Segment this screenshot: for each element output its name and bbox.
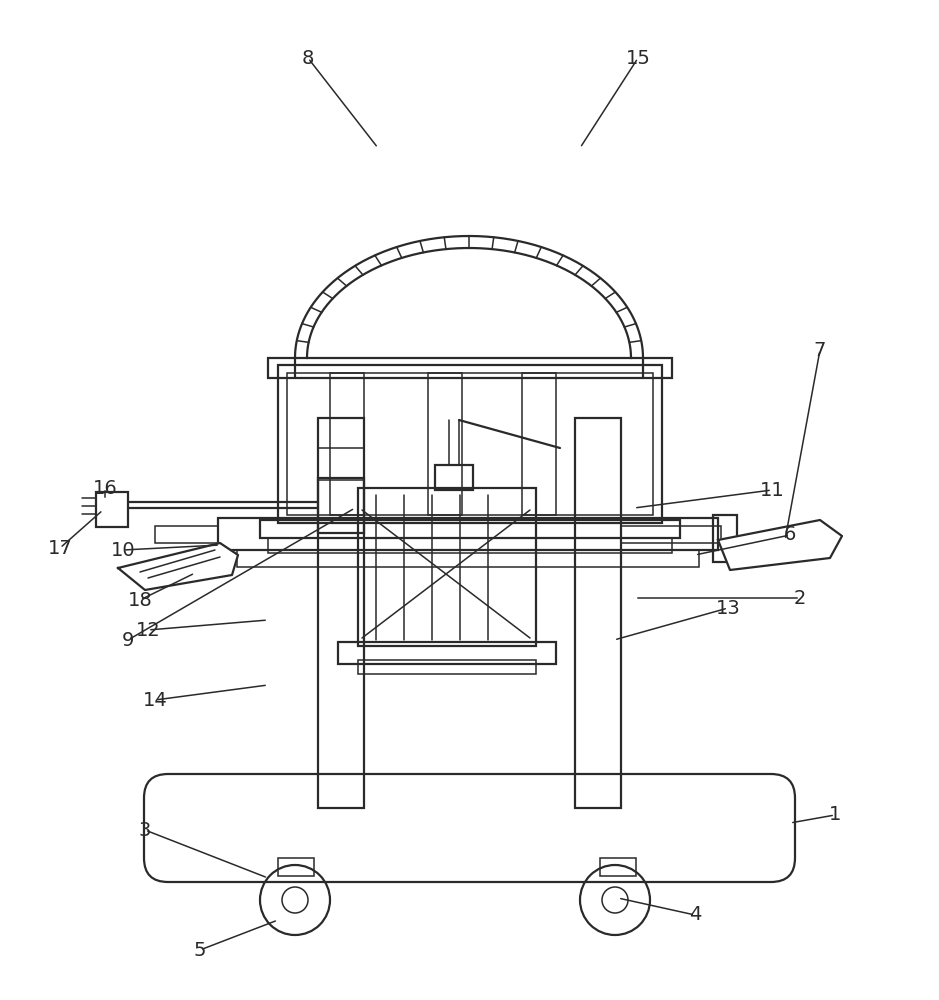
Bar [287, 373, 653, 515]
Bar [600, 858, 636, 876]
Text: 5: 5 [193, 940, 207, 960]
Bar [522, 373, 556, 515]
Bar [713, 515, 737, 562]
Text: 8: 8 [301, 48, 315, 68]
Bar [278, 858, 314, 876]
Bar [621, 526, 721, 543]
Text: 13: 13 [716, 598, 740, 617]
Text: 17: 17 [48, 538, 72, 558]
Bar [268, 358, 672, 378]
Bar [575, 418, 621, 808]
Text: 9: 9 [122, 631, 134, 650]
Bar [428, 373, 462, 515]
Bar [318, 448, 364, 480]
Bar [330, 373, 364, 515]
Polygon shape [118, 543, 238, 590]
Text: 15: 15 [625, 48, 651, 68]
Text: 7: 7 [814, 340, 826, 360]
Text: 3: 3 [139, 820, 151, 840]
Bar [338, 642, 556, 664]
Bar [318, 478, 364, 533]
Bar [237, 550, 699, 567]
Text: 6: 6 [784, 526, 796, 544]
Polygon shape [718, 520, 842, 570]
Bar [260, 520, 680, 538]
Bar [358, 488, 536, 646]
Bar [268, 538, 672, 553]
Bar [278, 365, 662, 523]
Text: 18: 18 [128, 590, 152, 609]
Text: 14: 14 [143, 690, 167, 710]
Text: 1: 1 [829, 806, 841, 824]
Text: 12: 12 [135, 620, 161, 640]
Bar [435, 465, 473, 490]
Bar [155, 526, 218, 543]
Bar [96, 492, 128, 527]
Bar [218, 518, 718, 550]
Text: 11: 11 [760, 481, 784, 499]
Text: 10: 10 [111, 540, 135, 560]
Text: 4: 4 [689, 906, 701, 924]
Bar [318, 418, 364, 808]
Bar [358, 660, 536, 674]
Text: 16: 16 [93, 479, 117, 497]
Text: 2: 2 [793, 588, 807, 607]
